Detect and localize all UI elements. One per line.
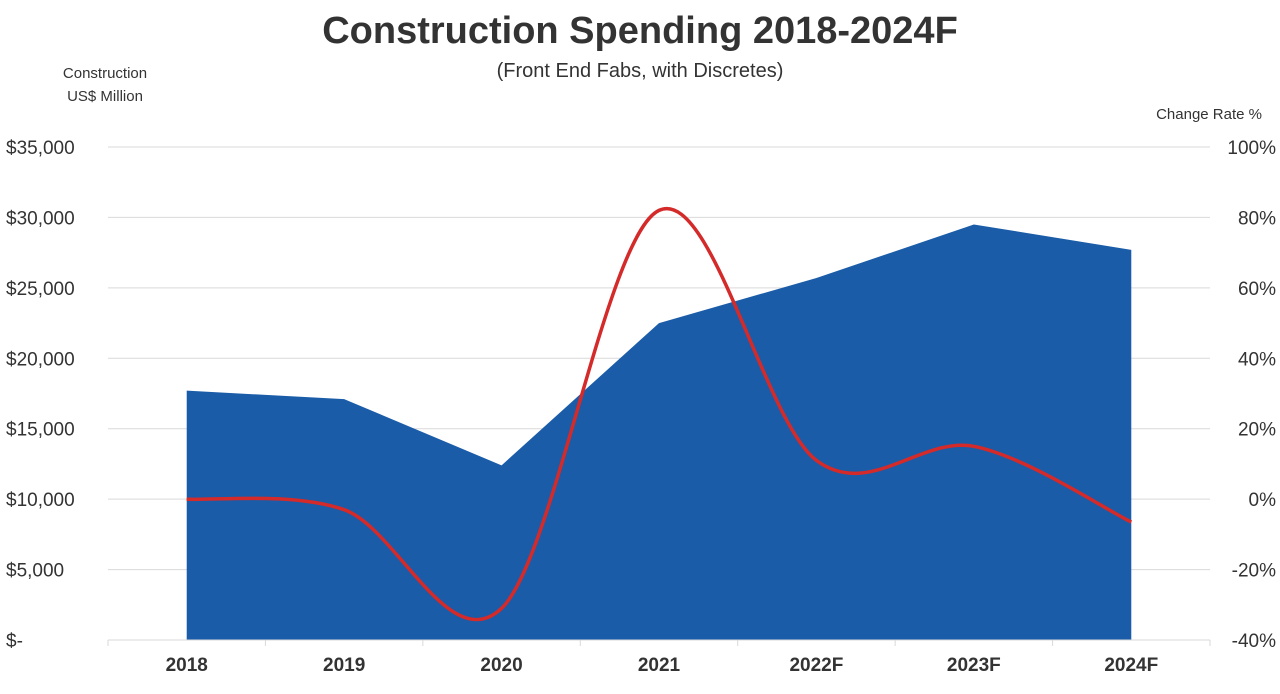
y2-tick-label: 60% <box>1238 279 1276 300</box>
y2-tick-label: -20% <box>1232 561 1276 582</box>
y-tick-label: $30,000 <box>6 208 75 229</box>
y-tick-label: $10,000 <box>6 490 75 511</box>
y2-tick-label: 100% <box>1227 138 1276 159</box>
y2-axis-label: Change Rate % <box>1156 106 1262 123</box>
y-tick-label: $25,000 <box>6 279 75 300</box>
x-tick-label: 2023F <box>947 655 1001 676</box>
area-series <box>186 224 1132 640</box>
change-rate-line <box>186 206 1133 622</box>
x-tick-label: 2020 <box>480 655 522 676</box>
y2-tick-label: 20% <box>1238 420 1276 441</box>
y-axis-label-line2: US$ Million <box>67 88 143 105</box>
chart-title: Construction Spending 2018-2024F <box>322 10 958 52</box>
x-tick-label: 2024F <box>1104 655 1158 676</box>
y-tick-label: $35,000 <box>6 138 75 159</box>
y2-tick-label: 0% <box>1249 490 1277 511</box>
y-axis-label-line1: Construction <box>62 65 148 82</box>
x-tick-label: 2018 <box>166 655 208 676</box>
y-tick-label: $15,000 <box>6 420 75 441</box>
y-axis-label: Construction US$ Million <box>20 62 190 108</box>
y2-tick-label: 80% <box>1238 208 1276 229</box>
chart-subtitle: (Front End Fabs, with Discretes) <box>496 60 784 82</box>
y-tick-label: $- <box>6 631 23 652</box>
x-tick-label: 2021 <box>638 655 681 676</box>
x-tick-label: 2022F <box>789 655 843 676</box>
y-tick-label: $5,000 <box>6 561 64 582</box>
x-tick-label: 2019 <box>323 655 365 676</box>
y2-tick-label: -40% <box>1232 631 1276 652</box>
y2-tick-label: 40% <box>1238 349 1276 370</box>
y-tick-label: $20,000 <box>6 349 75 370</box>
